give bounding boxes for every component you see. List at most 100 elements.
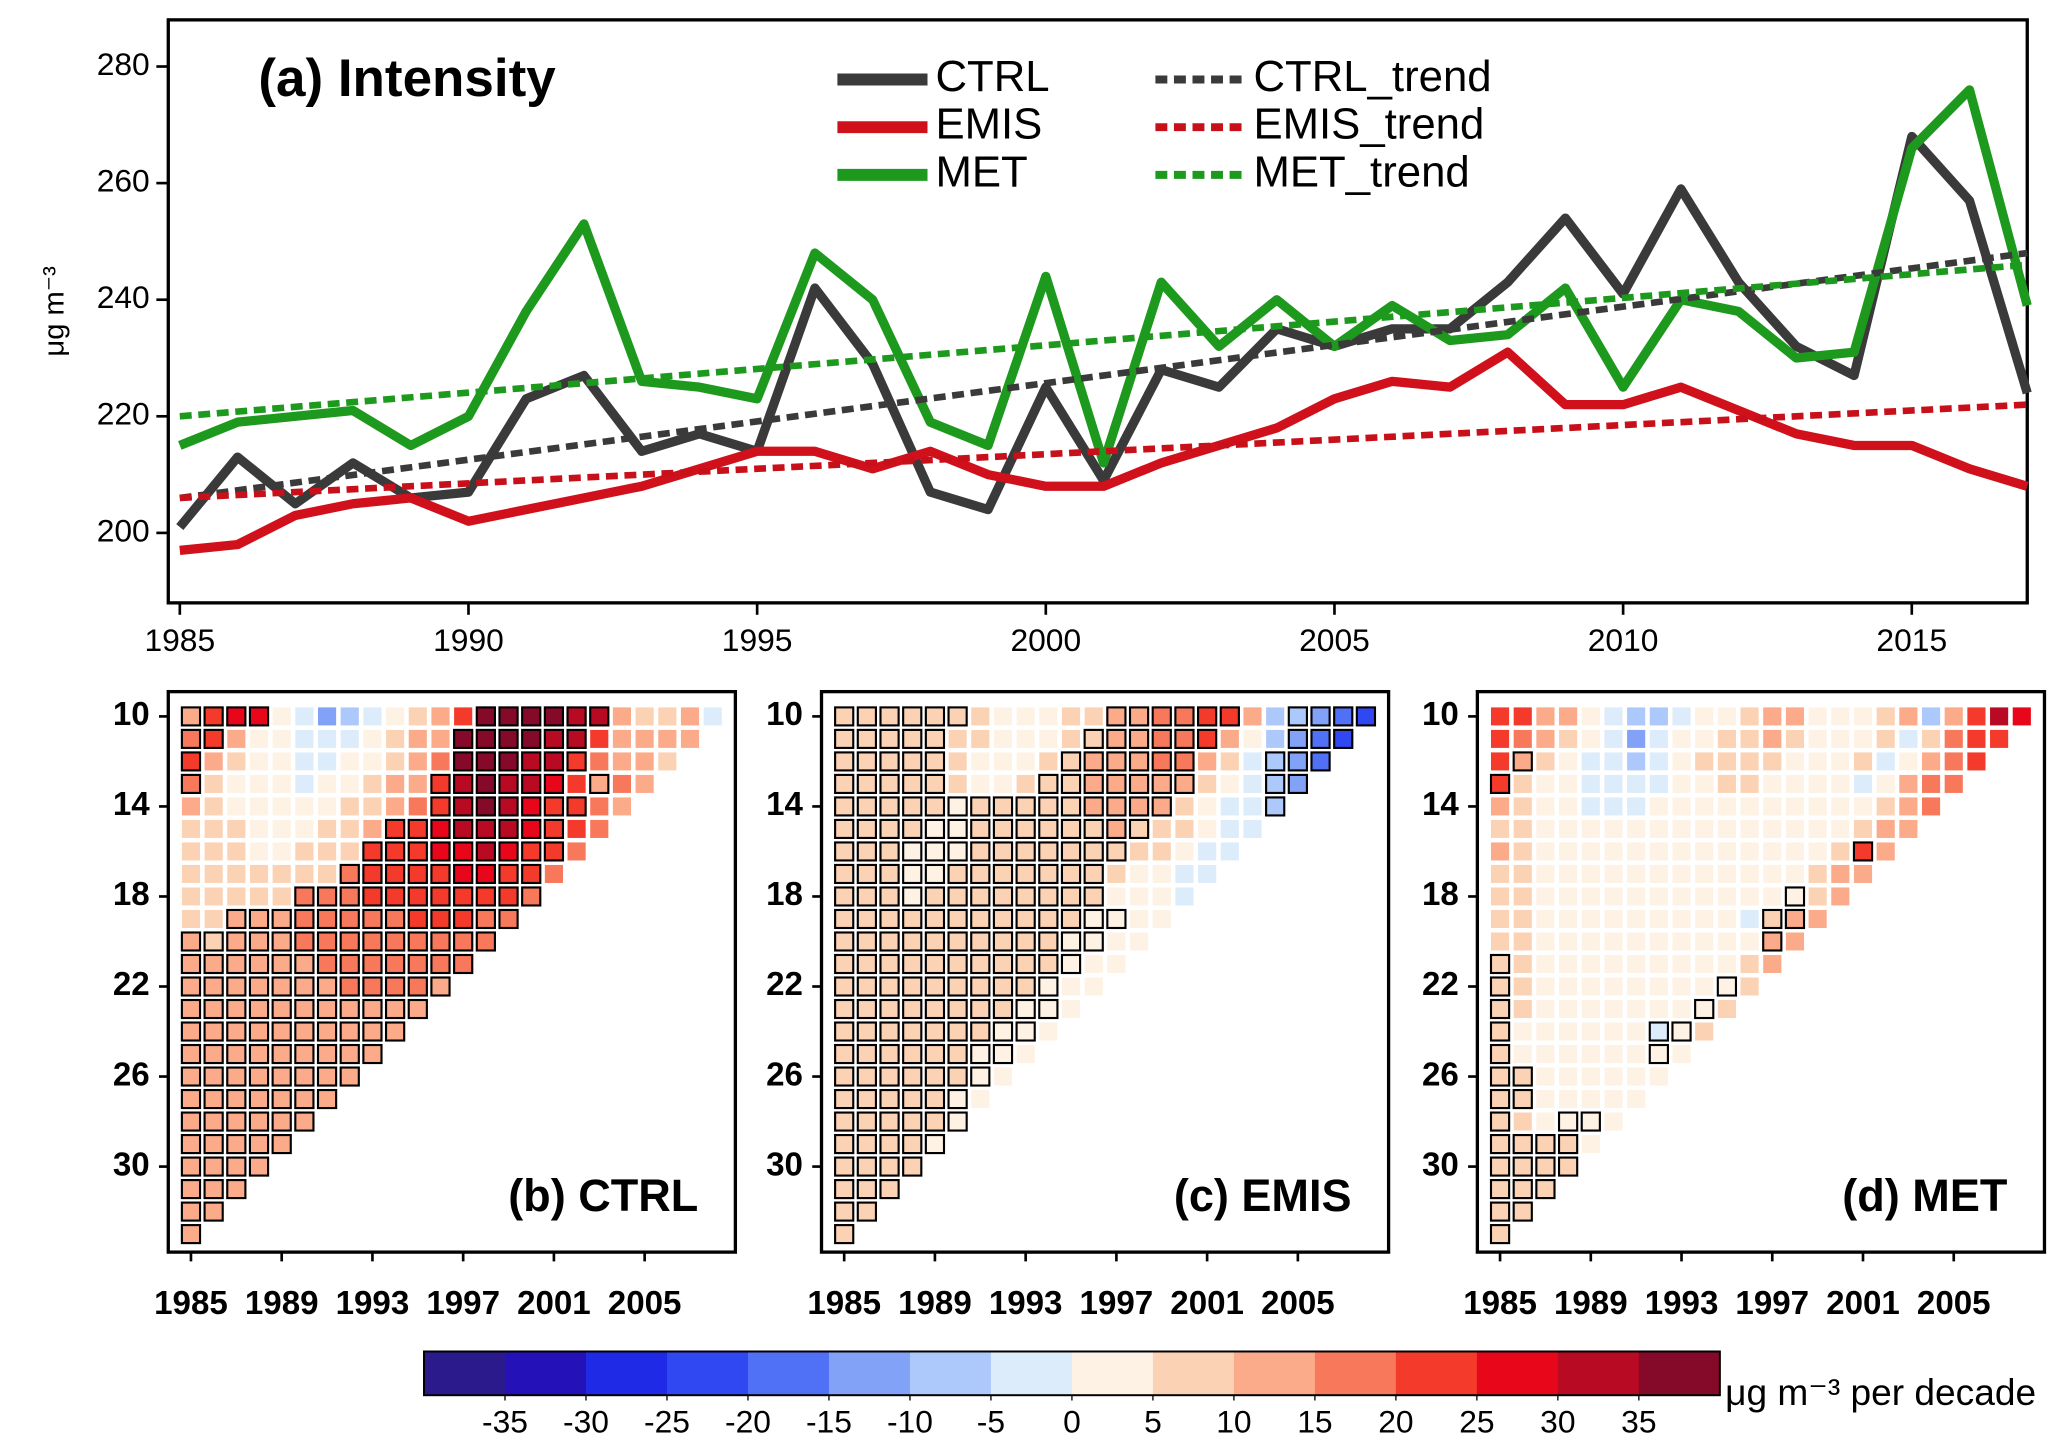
trend-cell <box>317 842 337 861</box>
trend-cell <box>925 819 944 838</box>
significance-box <box>924 998 946 1020</box>
trend-cell <box>1152 887 1171 906</box>
trend-cell <box>1672 1045 1691 1064</box>
trend-cell <box>925 752 944 771</box>
significance-box <box>362 908 383 930</box>
trend-cell <box>204 1202 223 1221</box>
trend-cell <box>1513 954 1532 973</box>
significance-box <box>902 908 923 930</box>
trend-cell <box>1513 774 1532 793</box>
significance-box <box>498 818 519 840</box>
trend-cell <box>857 819 876 838</box>
trend-cell <box>181 707 201 726</box>
significance-box <box>879 1021 900 1042</box>
significance-box <box>294 1066 315 1087</box>
trend-cell <box>499 909 518 928</box>
trend-cell <box>340 842 359 861</box>
significance-box <box>339 976 360 997</box>
significance-box <box>970 841 991 862</box>
significance-box <box>543 796 565 817</box>
significance-box <box>992 886 1014 907</box>
significance-box <box>970 863 991 885</box>
trend-cell <box>857 932 876 951</box>
trend-cell <box>1785 707 1805 726</box>
significance-box <box>271 976 292 997</box>
significance-box <box>902 998 923 1020</box>
significance-box <box>453 728 474 749</box>
trend-cell <box>340 864 359 883</box>
significance-box <box>1060 751 1082 772</box>
trend-cell <box>590 752 609 771</box>
trend-cell <box>1695 774 1714 793</box>
trend-cell <box>1627 1022 1646 1041</box>
colorbar-tick-label: -30 <box>563 1404 609 1440</box>
trend-cell <box>1016 887 1035 906</box>
trend-cell <box>1672 954 1691 973</box>
trend-cell <box>386 887 405 906</box>
significance-box <box>902 841 923 862</box>
trend-cell <box>1649 887 1668 906</box>
trend-cell <box>948 977 967 996</box>
significance-box <box>1355 706 1377 727</box>
trend-cell <box>948 1112 967 1131</box>
significance-box <box>1106 706 1127 727</box>
trend-cell <box>1695 707 1714 726</box>
significance-box <box>992 953 1014 975</box>
trend-cell <box>1513 1067 1532 1086</box>
significance-box <box>1310 706 1331 727</box>
trend-cell <box>1536 707 1555 726</box>
trend-cell <box>249 729 269 748</box>
trend-cell <box>408 707 427 726</box>
significance-box <box>248 1021 270 1042</box>
trend-cell <box>925 707 944 726</box>
significance-box <box>1174 706 1195 727</box>
significance-box <box>1489 1201 1511 1222</box>
significance-box <box>1196 728 1218 749</box>
significance-box <box>521 886 542 907</box>
significance-box <box>521 841 542 862</box>
trend-cell <box>181 729 201 748</box>
legend-label: MET <box>935 147 1027 196</box>
significance-box <box>902 931 923 952</box>
significance-box <box>992 931 1014 952</box>
trend-cell <box>1649 1067 1668 1086</box>
significance-box <box>947 908 968 930</box>
x-tick-label: 1985 <box>144 622 215 658</box>
trend-cell <box>880 1157 899 1176</box>
trend-cell <box>181 752 201 771</box>
trend-cell <box>1130 932 1149 951</box>
significance-box <box>294 1021 315 1042</box>
trend-cell <box>1604 1045 1623 1064</box>
trend-cell <box>1604 1090 1623 1109</box>
significance-box <box>992 841 1014 862</box>
significance-box <box>1489 1021 1511 1042</box>
significance-box <box>498 796 519 817</box>
trend-cell <box>181 1022 201 1041</box>
trend-cell <box>386 954 405 973</box>
trend-cell <box>680 729 700 748</box>
significance-box <box>1557 1156 1579 1177</box>
trend-cell <box>1107 887 1126 906</box>
significance-box <box>475 908 496 930</box>
trend-cell <box>1717 887 1736 906</box>
x-tick-label: 1993 <box>1645 1285 1719 1322</box>
significance-box <box>203 706 224 727</box>
trend-cell <box>612 729 632 748</box>
significance-box <box>521 773 542 794</box>
significance-box <box>294 886 315 907</box>
colorbar-tick-label: 20 <box>1378 1404 1413 1440</box>
trend-cell <box>317 909 337 928</box>
trend-cell <box>431 707 450 726</box>
significance-box <box>453 841 474 862</box>
significance-box <box>947 706 968 727</box>
trend-cell <box>948 842 967 861</box>
trend-cell <box>1152 752 1171 771</box>
trend-cell <box>1243 797 1262 816</box>
trend-cell <box>317 1045 337 1064</box>
trend-cell <box>1130 909 1149 928</box>
trend-cell <box>386 864 405 883</box>
x-tick-label: 2010 <box>1588 622 1659 658</box>
trend-cell <box>1175 729 1194 748</box>
trend-cell <box>363 864 382 883</box>
y-tick-label: 30 <box>1422 1146 1459 1183</box>
